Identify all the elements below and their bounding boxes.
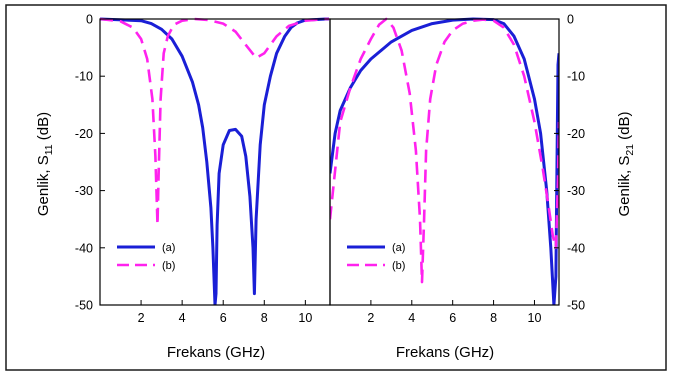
right-y-tick-label: -40 xyxy=(567,241,585,255)
right-x-axis-label: Frekans (GHz) xyxy=(396,344,494,361)
right-series-b-line xyxy=(330,17,559,284)
right-y-tick-label: -30 xyxy=(567,184,585,198)
right-y-tick-label: -10 xyxy=(567,70,585,84)
left-series-a-line xyxy=(100,17,329,305)
left-y-tick-label: -50 xyxy=(75,299,93,313)
left-plot-border xyxy=(99,18,331,306)
right-y-tick-label: -50 xyxy=(567,299,585,313)
left-legend: (a) (b) xyxy=(117,242,175,272)
right-y-axis-label: Genlik, S21 (dB) xyxy=(616,111,636,216)
right-y-tick-label: 0 xyxy=(567,13,574,27)
left-y-tick-label: -30 xyxy=(75,184,93,198)
right-x-tick-label: 2 xyxy=(367,311,374,325)
left-x-axis-label: Frekans (GHz) xyxy=(167,344,265,361)
left-x-tick-label: 8 xyxy=(261,311,268,325)
right-y-tick-label: -20 xyxy=(567,127,585,141)
right-series-layer xyxy=(330,17,559,305)
left-y-axis-label: Genlik, S11 (dB) xyxy=(35,112,55,216)
figure-frame xyxy=(5,4,667,371)
right-x-tick-label: 8 xyxy=(490,311,497,325)
left-x-tick-label: 6 xyxy=(220,311,227,325)
left-series-layer xyxy=(100,17,329,305)
left-y-tick-label: 0 xyxy=(86,13,93,27)
left-tick-layer: 2 4 6 8 10 0 -10 -20 -30 -40 -50 xyxy=(75,13,312,326)
right-legend: (a) (b) xyxy=(347,242,405,272)
right-legend-label: (a) xyxy=(392,242,405,254)
right-series-a-line xyxy=(330,17,559,305)
left-y-tick-label: -10 xyxy=(75,70,93,84)
left-y-tick-label: -40 xyxy=(75,241,93,255)
left-y-tick-label: -20 xyxy=(75,127,93,141)
left-x-tick-label: 4 xyxy=(179,311,186,325)
right-legend-label: (b) xyxy=(392,260,405,272)
right-panel: 2 4 6 8 10 0 -10 -20 -30 -40 -50 (a) (b) Frekans (G… xyxy=(329,13,636,361)
right-plot-border xyxy=(329,18,560,306)
left-x-tick-label: 2 xyxy=(138,311,145,325)
left-panel: 2 4 6 8 10 0 -10 -20 -30 -40 -50 (a) (b) Frekans (G… xyxy=(35,13,331,361)
right-x-tick-label: 10 xyxy=(528,311,542,325)
right-x-tick-label: 6 xyxy=(449,311,456,325)
left-legend-label: (a) xyxy=(162,242,175,254)
left-series-b-line xyxy=(100,17,329,227)
left-legend-label: (b) xyxy=(162,260,175,272)
left-x-tick-label: 10 xyxy=(298,311,312,325)
right-x-tick-label: 4 xyxy=(408,311,415,325)
